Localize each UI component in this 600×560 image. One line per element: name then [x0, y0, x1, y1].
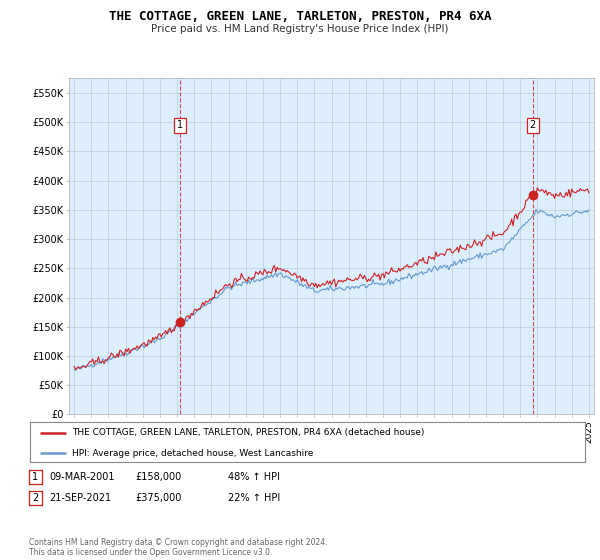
Text: Contains HM Land Registry data © Crown copyright and database right 2024.
This d: Contains HM Land Registry data © Crown c…	[29, 538, 328, 557]
Text: 1: 1	[32, 472, 38, 482]
Text: 2: 2	[32, 493, 38, 503]
Text: £375,000: £375,000	[135, 493, 181, 503]
Text: HPI: Average price, detached house, West Lancashire: HPI: Average price, detached house, West…	[71, 449, 313, 458]
Text: THE COTTAGE, GREEN LANE, TARLETON, PRESTON, PR4 6XA: THE COTTAGE, GREEN LANE, TARLETON, PREST…	[109, 10, 491, 23]
Text: 21-SEP-2021: 21-SEP-2021	[49, 493, 112, 503]
Text: 09-MAR-2001: 09-MAR-2001	[49, 472, 115, 482]
Text: Price paid vs. HM Land Registry's House Price Index (HPI): Price paid vs. HM Land Registry's House …	[151, 24, 449, 34]
Text: 48% ↑ HPI: 48% ↑ HPI	[228, 472, 280, 482]
Text: 2: 2	[529, 120, 536, 130]
Text: 22% ↑ HPI: 22% ↑ HPI	[228, 493, 280, 503]
Text: THE COTTAGE, GREEN LANE, TARLETON, PRESTON, PR4 6XA (detached house): THE COTTAGE, GREEN LANE, TARLETON, PREST…	[71, 428, 424, 437]
Text: £158,000: £158,000	[135, 472, 181, 482]
Text: 1: 1	[177, 120, 184, 130]
